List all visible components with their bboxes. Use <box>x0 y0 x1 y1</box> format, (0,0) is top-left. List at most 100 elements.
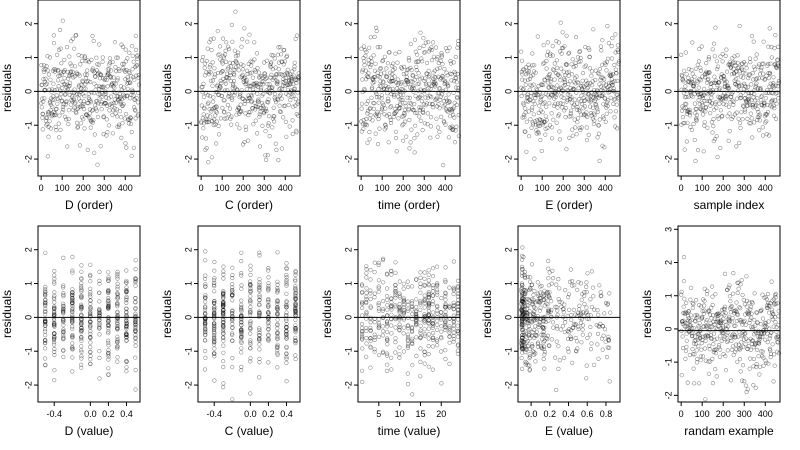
data-point <box>757 128 762 133</box>
data-point <box>566 69 572 74</box>
data-point <box>743 342 748 347</box>
data-point <box>69 73 74 78</box>
data-point <box>390 71 395 77</box>
data-point <box>765 102 770 108</box>
data-point <box>547 95 552 100</box>
data-point <box>684 72 689 77</box>
data-point <box>397 291 402 296</box>
data-point <box>432 75 437 80</box>
data-point <box>605 24 610 29</box>
data-point <box>430 266 436 271</box>
data-point <box>115 78 120 83</box>
data-point <box>436 125 441 130</box>
data-point <box>238 75 243 80</box>
data-point <box>242 75 247 80</box>
data-point <box>291 81 296 87</box>
data-point <box>264 88 269 93</box>
data-point <box>221 364 226 370</box>
data-point <box>260 82 265 87</box>
data-point <box>67 80 73 85</box>
data-point <box>602 96 607 101</box>
data-point <box>773 320 778 325</box>
data-point <box>583 44 588 50</box>
data-point <box>601 81 606 86</box>
data-point <box>133 267 138 272</box>
data-point <box>556 277 561 282</box>
data-point <box>438 58 443 64</box>
data-point <box>251 122 256 127</box>
data-point <box>85 147 90 152</box>
data-point <box>57 113 62 118</box>
data-point <box>758 322 764 327</box>
data-point <box>367 137 372 142</box>
data-point <box>414 277 419 282</box>
data-point <box>453 71 458 76</box>
data-point <box>680 73 685 79</box>
data-point <box>562 108 567 113</box>
data-point <box>53 107 59 112</box>
data-point <box>689 127 695 132</box>
data-point <box>372 101 377 106</box>
data-point <box>110 108 116 113</box>
data-point <box>361 117 366 123</box>
data-point <box>85 100 90 106</box>
data-point <box>455 94 460 100</box>
data-point <box>398 81 404 86</box>
data-point <box>590 95 595 100</box>
data-point <box>296 71 301 76</box>
data-point <box>360 313 365 318</box>
data-point <box>47 119 52 124</box>
data-point <box>249 100 254 105</box>
data-point <box>452 115 457 120</box>
data-point <box>442 66 447 72</box>
data-point <box>680 76 685 82</box>
data-point <box>455 278 461 284</box>
data-point <box>288 72 293 77</box>
data-point <box>431 330 436 336</box>
x-tick-label: 0.2 <box>544 409 557 419</box>
data-point <box>265 81 270 87</box>
data-point <box>216 123 221 128</box>
data-point <box>100 85 106 90</box>
data-point <box>93 99 99 104</box>
data-point <box>714 134 719 139</box>
data-point <box>120 61 125 67</box>
data-point <box>441 77 446 82</box>
data-point <box>232 67 237 73</box>
data-point <box>524 99 529 104</box>
data-point <box>768 61 773 66</box>
data-point <box>378 65 383 71</box>
data-point <box>547 270 552 275</box>
data-point <box>560 105 565 110</box>
data-point <box>412 77 417 82</box>
data-point <box>537 103 542 108</box>
data-point <box>47 100 52 106</box>
data-point <box>82 55 87 60</box>
data-point <box>221 350 226 355</box>
data-point <box>293 77 299 82</box>
data-point <box>718 145 723 151</box>
data-point <box>444 96 449 101</box>
data-point <box>442 102 448 107</box>
data-point <box>530 72 536 78</box>
data-point <box>71 97 76 103</box>
data-point <box>125 93 130 98</box>
data-point <box>439 53 444 58</box>
data-point <box>376 87 381 92</box>
data-point <box>419 56 424 61</box>
y-tick-label: 1 <box>503 281 513 286</box>
data-point <box>399 66 405 71</box>
data-point <box>686 79 691 84</box>
data-point <box>526 109 531 114</box>
data-point <box>683 88 689 93</box>
x-axis-label: E (order) <box>545 198 592 212</box>
data-point <box>714 59 720 64</box>
data-point <box>569 114 574 119</box>
data-point <box>75 124 81 129</box>
data-point <box>272 56 277 61</box>
data-point <box>418 307 423 312</box>
data-point <box>436 101 441 107</box>
data-point <box>213 122 218 127</box>
data-point <box>212 117 217 122</box>
data-point <box>82 72 88 77</box>
